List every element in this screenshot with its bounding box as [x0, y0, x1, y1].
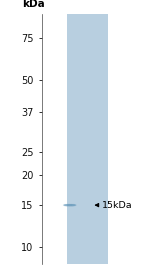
Bar — [67, 14, 108, 264]
Text: kDa: kDa — [22, 0, 45, 9]
Text: 15kDa: 15kDa — [102, 201, 133, 210]
Ellipse shape — [63, 204, 69, 206]
Ellipse shape — [71, 204, 77, 206]
Ellipse shape — [67, 204, 76, 206]
Ellipse shape — [63, 204, 72, 206]
Ellipse shape — [64, 204, 76, 206]
